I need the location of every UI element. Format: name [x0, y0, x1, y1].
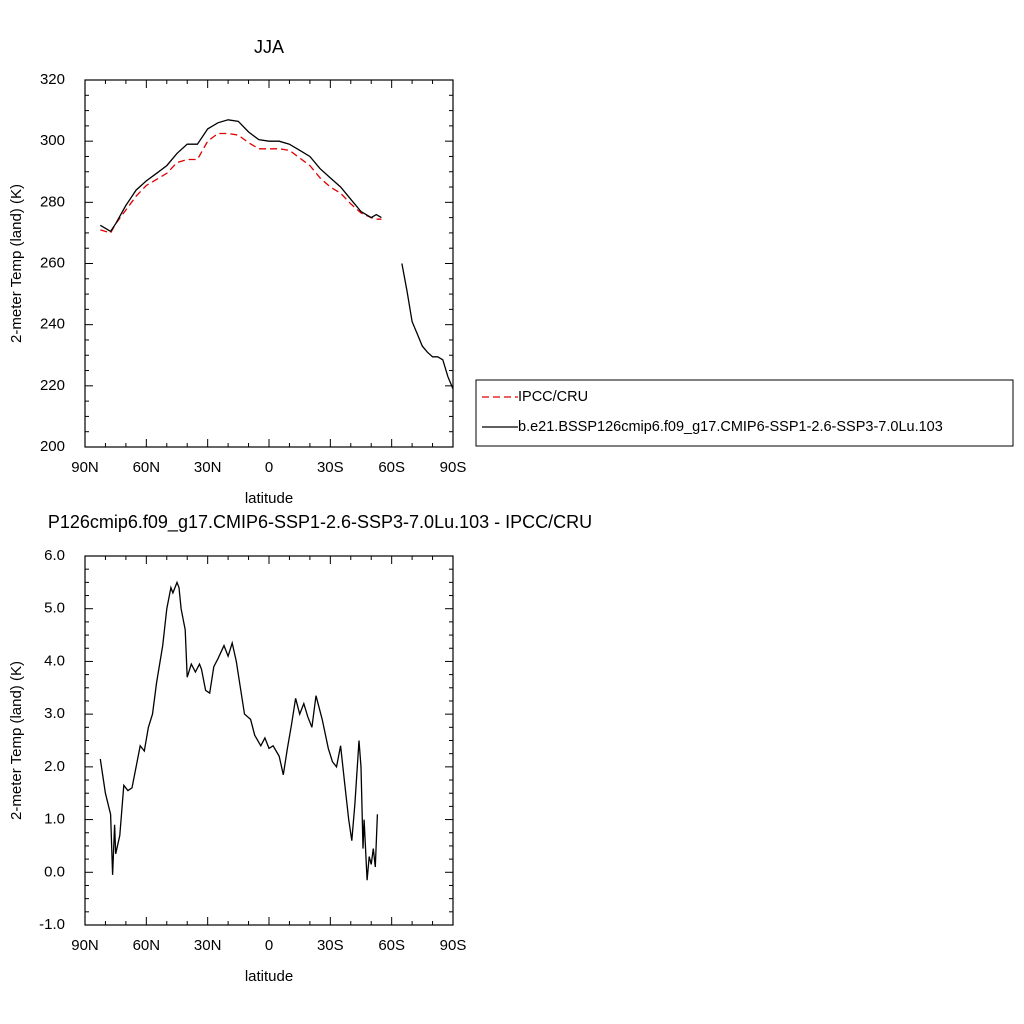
x-tick-label: 60S	[378, 459, 405, 476]
x-axis-label: latitude	[245, 490, 293, 507]
legend-box	[475, 379, 1014, 447]
y-tick-label: 200	[40, 438, 65, 455]
x-tick-label: 30S	[317, 459, 344, 476]
data-line	[99, 119, 454, 390]
y-tick-label: 1.0	[44, 811, 65, 828]
x-tick-label: 30N	[194, 937, 222, 954]
legend-label: IPCC/CRU	[518, 389, 588, 405]
x-axis-label: latitude	[245, 968, 293, 985]
x-tick-label: 60S	[378, 937, 405, 954]
data-line	[100, 132, 382, 234]
chart-title: JJA	[254, 37, 284, 57]
y-tick-label: 220	[40, 377, 65, 394]
x-tick-label: 90S	[440, 459, 467, 476]
x-tick-label: 0	[265, 937, 273, 954]
x-tick-label: 90S	[440, 937, 467, 954]
y-tick-label: 6.0	[44, 547, 65, 564]
x-tick-label: 0	[265, 459, 273, 476]
legend-label: b.e21.BSSP126cmip6.f09_g17.CMIP6-SSP1-2.…	[518, 419, 943, 435]
data-line	[99, 580, 379, 881]
y-axis-label: 2-meter Temp (land) (K)	[8, 661, 25, 820]
y-tick-label: 5.0	[44, 600, 65, 617]
x-tick-label: 90N	[71, 937, 99, 954]
x-tick-label: 60N	[133, 937, 161, 954]
y-tick-label: 240	[40, 316, 65, 333]
x-tick-label: 60N	[133, 459, 161, 476]
panel: P126cmip6.f09_g17.CMIP6-SSP1-2.6-SSP3-7.…	[8, 512, 592, 985]
y-axis-label: 2-meter Temp (land) (K)	[8, 184, 25, 343]
x-tick-label: 30N	[194, 459, 222, 476]
plot-frame	[84, 555, 454, 926]
y-tick-label: 4.0	[44, 652, 65, 669]
plot-frame	[84, 79, 454, 448]
y-tick-label: 280	[40, 193, 65, 210]
y-tick-label: 320	[40, 71, 65, 88]
panel: JJA 90N 60N 30N 0 30S 60S 90S 200 220 240 260 280 300…	[8, 37, 1014, 507]
x-tick-label: 30S	[317, 937, 344, 954]
y-tick-label: 0.0	[44, 863, 65, 880]
y-tick-label: 2.0	[44, 758, 65, 775]
y-tick-label: 300	[40, 132, 65, 149]
x-tick-label: 90N	[71, 459, 99, 476]
y-tick-label: -1.0	[39, 916, 65, 933]
chart-title: P126cmip6.f09_g17.CMIP6-SSP1-2.6-SSP3-7.…	[48, 512, 592, 533]
y-tick-label: 3.0	[44, 705, 65, 722]
y-tick-label: 260	[40, 254, 65, 271]
